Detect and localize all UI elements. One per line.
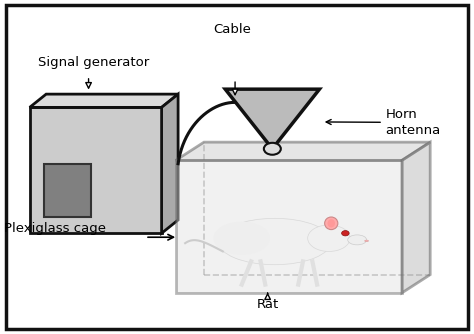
Ellipse shape [365,240,368,242]
Text: Cable: Cable [213,23,251,36]
Ellipse shape [308,225,350,252]
Ellipse shape [213,222,270,255]
Ellipse shape [325,217,338,229]
Polygon shape [176,142,430,160]
Circle shape [342,230,349,236]
Text: Rat: Rat [256,298,279,311]
Polygon shape [402,142,430,293]
Polygon shape [162,94,178,233]
Circle shape [264,143,281,155]
Bar [30,107,162,233]
Text: Plexiglass cage: Plexiglass cage [4,222,106,235]
Text: Horn
antenna: Horn antenna [385,108,441,137]
Polygon shape [225,89,319,149]
Ellipse shape [218,218,331,265]
Bar [44,164,91,217]
Ellipse shape [348,235,366,245]
Text: Signal generator: Signal generator [37,56,149,69]
Bar [176,160,402,293]
FancyBboxPatch shape [6,5,468,329]
Ellipse shape [328,219,335,227]
Polygon shape [30,94,178,107]
